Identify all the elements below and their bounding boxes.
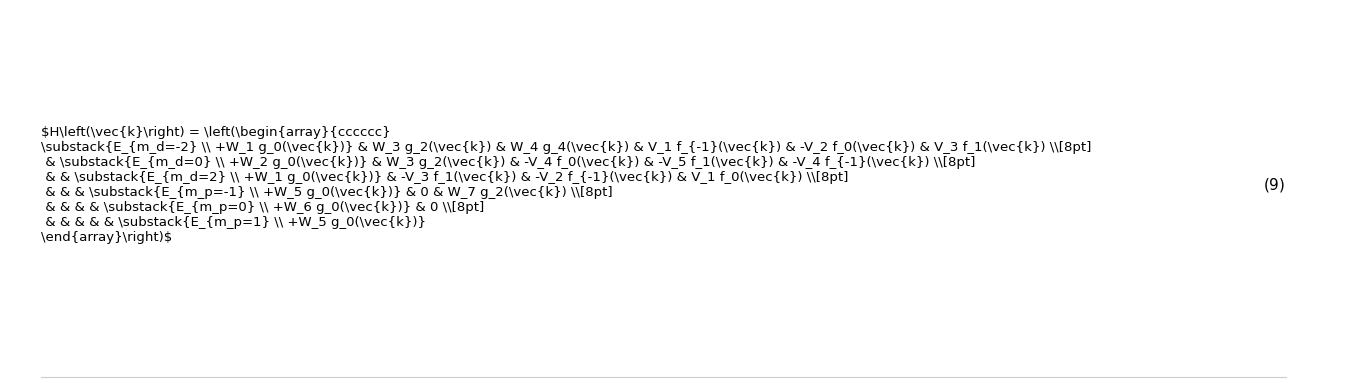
Text: $H\left(\vec{k}\right) = \left(\begin{array}{cccccc}
\substack{E_{m_d=-2} \\ +W_: $H\left(\vec{k}\right) = \left(\begin{ar… bbox=[41, 126, 1091, 244]
Text: $(9)$: $(9)$ bbox=[1263, 176, 1285, 194]
